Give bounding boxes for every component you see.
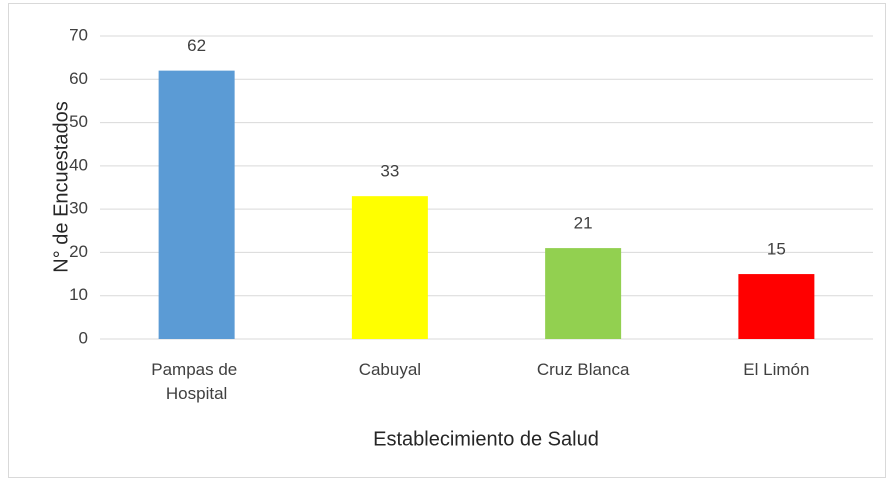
bar — [738, 274, 815, 339]
chart-border — [8, 3, 886, 478]
bar — [351, 196, 428, 339]
y-tick-label: 60 — [69, 69, 88, 88]
y-tick-label: 30 — [69, 199, 88, 218]
x-axis-title: Establecimiento de Salud — [373, 428, 599, 450]
y-axis-title: N° de Encuestados — [50, 101, 72, 272]
x-tick-label: El Limón — [743, 360, 809, 379]
x-tick-label: Cabuyal — [359, 360, 421, 379]
x-tick-label: Pampas de Hospital — [151, 360, 242, 403]
y-tick-label: 0 — [79, 328, 88, 347]
y-tick-label: 10 — [69, 285, 88, 304]
bar — [545, 248, 622, 339]
y-tick-label: 70 — [69, 25, 88, 44]
y-tick-label: 20 — [69, 242, 88, 261]
y-tick-label: 40 — [69, 155, 88, 174]
y-tick-label: 50 — [69, 112, 88, 131]
data-label: 33 — [380, 162, 399, 181]
bar — [158, 70, 235, 339]
data-label: 62 — [187, 36, 206, 55]
data-label: 15 — [767, 240, 786, 259]
x-tick-label: Cruz Blanca — [537, 360, 630, 379]
data-label: 21 — [574, 214, 593, 233]
